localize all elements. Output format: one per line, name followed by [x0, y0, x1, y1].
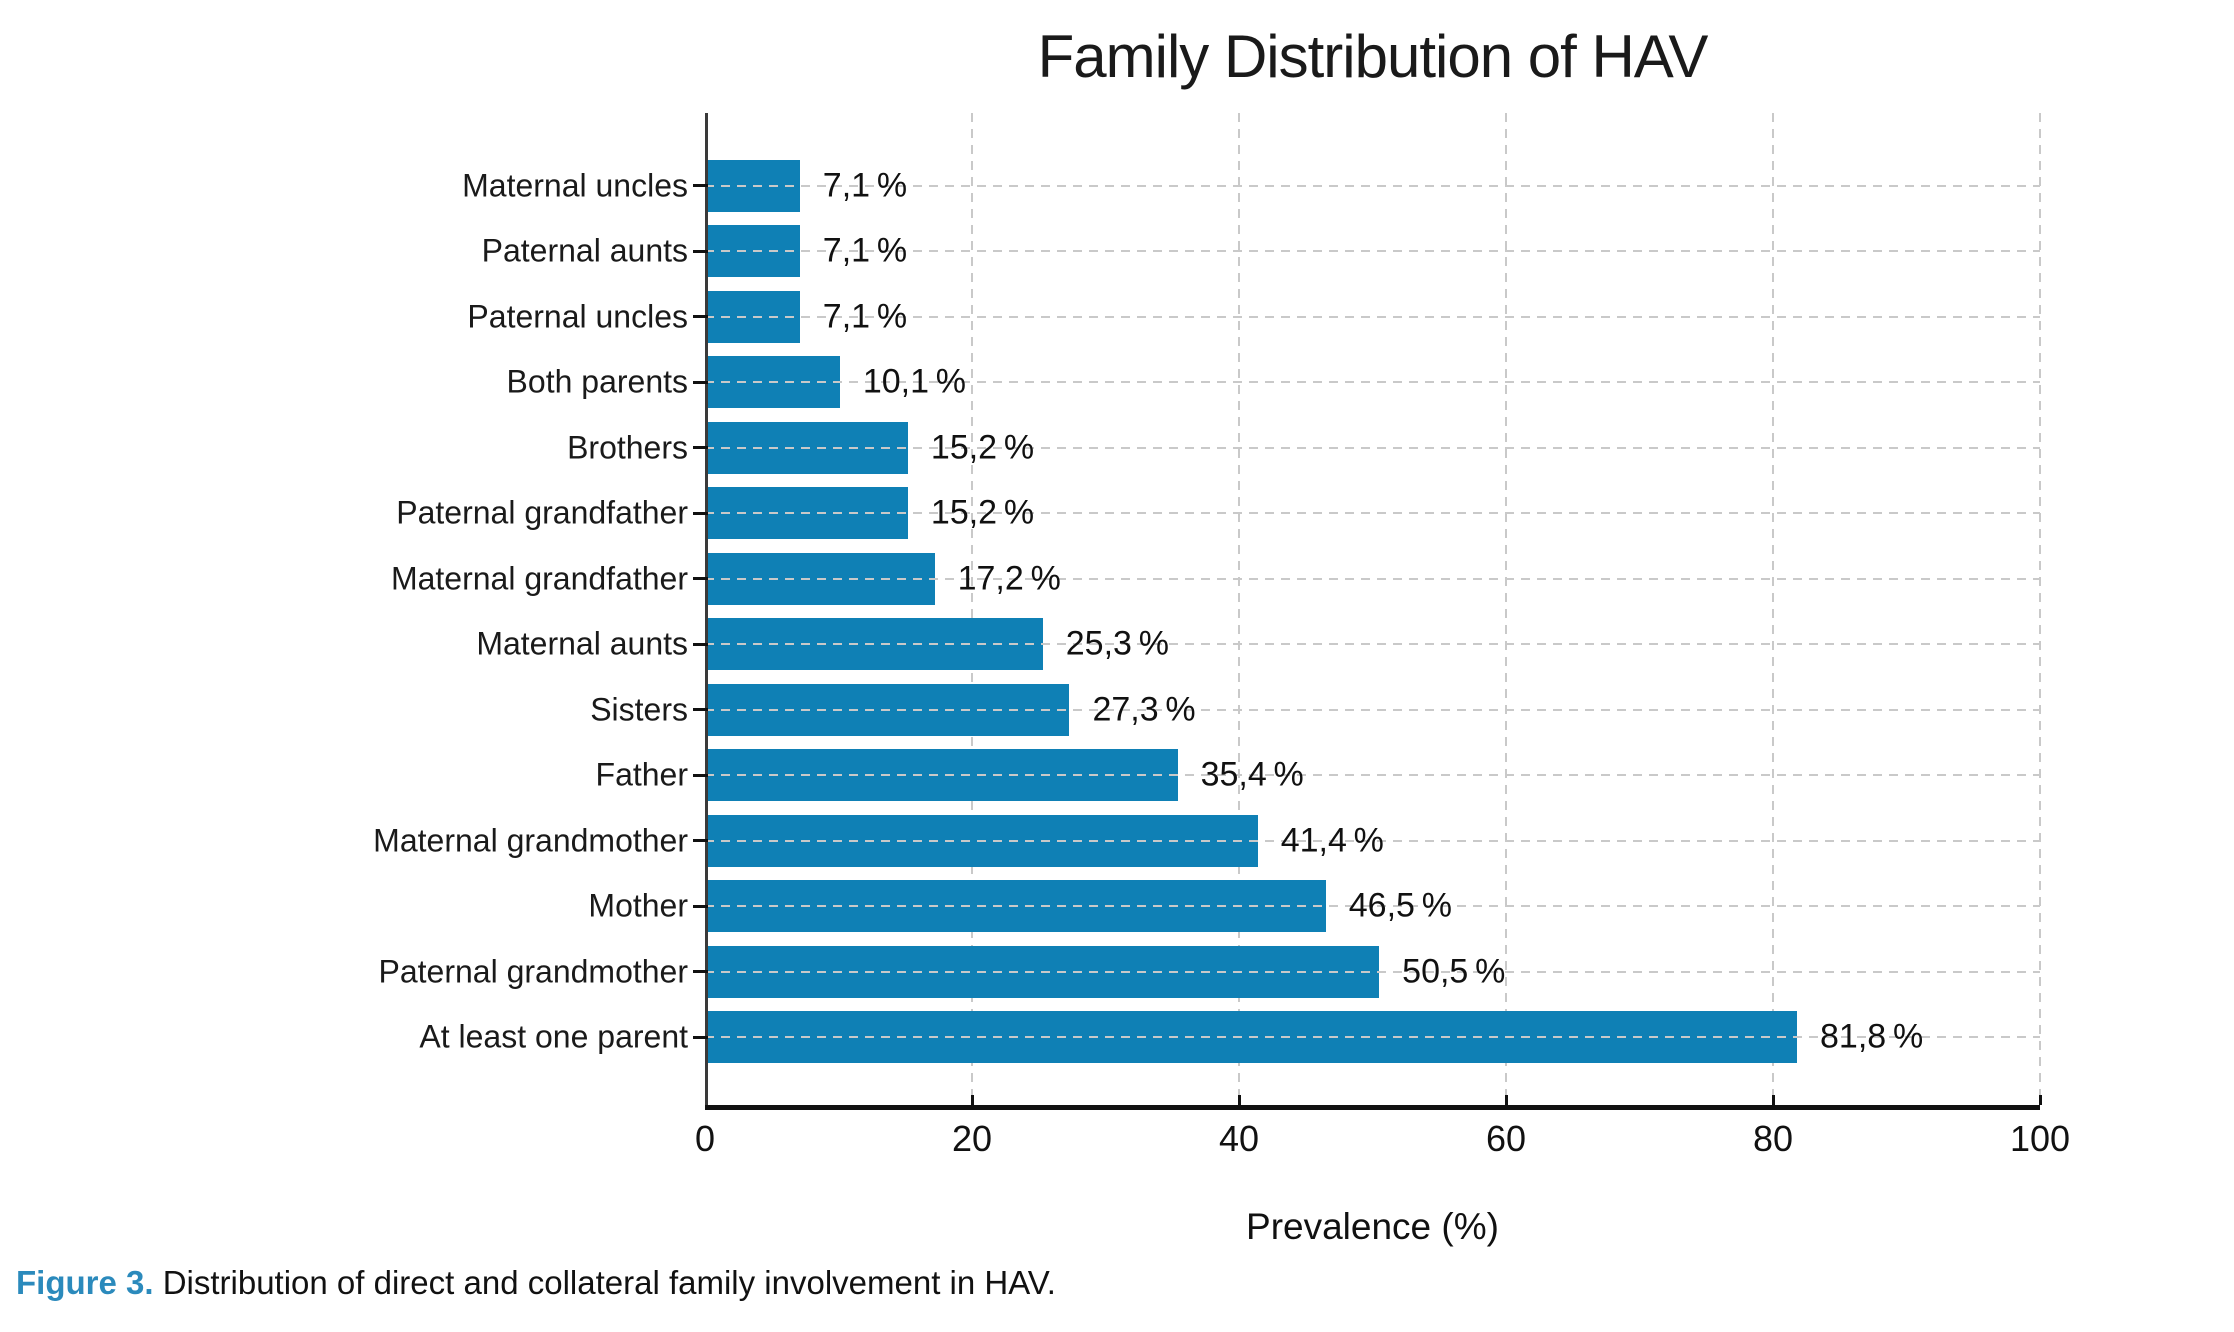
x-tick	[1237, 1095, 1241, 1105]
chart-title: Family Distribution of HAV	[1037, 23, 1709, 90]
h-gridline	[705, 905, 2040, 907]
category-label: At least one parent	[419, 1018, 688, 1055]
h-gridline	[705, 381, 2040, 383]
category-label: Father	[595, 756, 688, 793]
y-tick	[693, 184, 708, 187]
y-tick	[693, 970, 708, 973]
y-tick	[693, 511, 708, 515]
h-gridline	[705, 250, 2040, 252]
bar-value-label: 15,2 %	[930, 428, 1035, 466]
y-tick	[693, 315, 708, 318]
category-label: Paternal grandfather	[396, 494, 688, 531]
y-tick	[693, 1035, 708, 1039]
x-tick	[1771, 1095, 1775, 1105]
h-gridline	[705, 839, 2040, 842]
category-label: Both parents	[506, 363, 688, 400]
category-label: Paternal grandmother	[378, 953, 688, 989]
category-label: Mother	[588, 887, 688, 924]
bar-value-label: 15,2 %	[930, 493, 1035, 532]
y-tick	[693, 446, 708, 449]
y-tick	[693, 642, 708, 646]
y-tick	[693, 249, 708, 253]
v-gridline	[971, 113, 973, 1105]
v-gridline	[1238, 113, 1240, 1105]
bar-value-label: 41,4 %	[1280, 821, 1384, 859]
bar-value-label: 7,1 %	[822, 297, 908, 335]
figure-caption: Figure 3. Distribution of direct and col…	[16, 1264, 1056, 1302]
category-label: Paternal aunts	[481, 232, 688, 269]
h-gridline	[705, 512, 2040, 514]
y-axis-line	[705, 113, 708, 1105]
v-gridline	[1505, 113, 1507, 1105]
x-tick	[2038, 1095, 2042, 1105]
bar-value-label: 81,8 %	[1820, 1017, 1924, 1056]
bar-value-label: 46,5 %	[1348, 886, 1452, 925]
h-gridline	[705, 643, 2040, 645]
y-tick	[693, 839, 708, 842]
plot-area: Maternal uncles 7,1 % Paternal aunts 7,1 % P…	[373, 113, 2042, 1110]
y-tick	[693, 380, 708, 384]
bar-value-label: 35,4 %	[1200, 755, 1304, 794]
bar-value-label: 25,3 %	[1065, 624, 1169, 663]
h-gridline	[705, 577, 2040, 580]
figure-caption-text: Distribution of direct and collateral fa…	[153, 1264, 1056, 1301]
v-gridline	[2039, 113, 2041, 1105]
y-tick	[693, 773, 708, 777]
x-tick-label: 60	[1485, 1118, 1527, 1159]
h-gridline	[705, 774, 2040, 776]
y-tick	[693, 904, 708, 908]
category-label: Brothers	[567, 429, 688, 465]
category-label: Maternal grandmother	[373, 822, 688, 858]
x-tick-label: 80	[1752, 1118, 1794, 1159]
x-tick	[970, 1095, 974, 1105]
bar-value-label: 10,1 %	[862, 362, 967, 401]
y-tick	[693, 708, 708, 711]
h-gridline	[705, 708, 2040, 711]
bar-value-label: 50,5 %	[1402, 952, 1506, 990]
h-gridline	[705, 315, 2040, 318]
bar-value-label: 27,3 %	[1092, 690, 1196, 728]
x-tick-label: 0	[694, 1118, 716, 1159]
category-label: Maternal uncles	[462, 167, 688, 203]
x-tick-label: 20	[951, 1118, 993, 1159]
v-gridline	[1772, 113, 1774, 1105]
h-gridline	[705, 446, 2040, 449]
h-gridline	[705, 1036, 2040, 1038]
x-tick-label: 40	[1218, 1118, 1260, 1159]
category-label: Maternal aunts	[476, 625, 688, 662]
x-axis-line	[705, 1105, 2040, 1110]
x-tick-label: 100	[2009, 1118, 2071, 1159]
category-label: Maternal grandfather	[390, 560, 688, 596]
figure-caption-prefix: Figure 3.	[16, 1264, 154, 1301]
bar-value-label: 7,1 %	[822, 166, 908, 204]
bar-value-label: 7,1 %	[822, 231, 908, 270]
category-label: Paternal uncles	[467, 298, 688, 334]
category-label: Sisters	[590, 691, 688, 727]
h-gridline	[705, 970, 2040, 973]
y-tick	[693, 577, 708, 580]
x-tick	[1504, 1095, 1508, 1105]
x-axis-title: Prevalence (%)	[1246, 1206, 1499, 1247]
h-gridline	[705, 184, 2040, 187]
bar-value-label: 17,2 %	[957, 559, 1061, 597]
